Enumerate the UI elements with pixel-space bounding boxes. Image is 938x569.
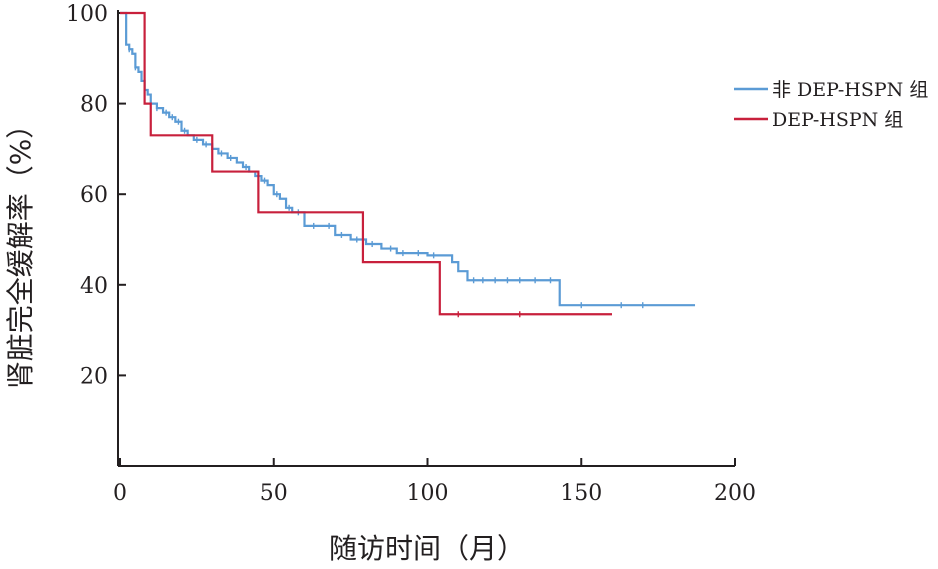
legend: 非 DEP-HSPN 组 DEP-HSPN 组 xyxy=(734,79,928,131)
x-tick-label: 0 xyxy=(113,481,127,506)
y-tick-label: 100 xyxy=(66,2,108,27)
y-tick-label: 20 xyxy=(80,364,108,389)
y-tick-label: 60 xyxy=(80,183,108,208)
x-tick-label: 200 xyxy=(714,481,756,506)
series-line-1 xyxy=(120,11,612,316)
series-layer xyxy=(120,11,696,318)
y-tick-label: 80 xyxy=(80,93,108,118)
y-ticks: 20 40 60 80 100 xyxy=(66,2,126,389)
legend-label-series-1: DEP-HSPN 组 xyxy=(772,109,903,131)
x-tick-label: 50 xyxy=(260,481,288,506)
y-tick-label: 40 xyxy=(80,274,108,299)
x-axis-title: 随访时间（月） xyxy=(329,532,525,565)
x-ticks: 0 50 100 150 200 xyxy=(113,458,756,506)
y-axis-title: 肾脏完全缓解率（%） xyxy=(4,111,37,390)
legend-label-series-0: 非 DEP-HSPN 组 xyxy=(772,79,928,101)
series-line-0 xyxy=(120,11,696,307)
axes xyxy=(117,10,735,467)
x-tick-label: 150 xyxy=(560,481,602,506)
x-tick-label: 100 xyxy=(407,481,449,506)
